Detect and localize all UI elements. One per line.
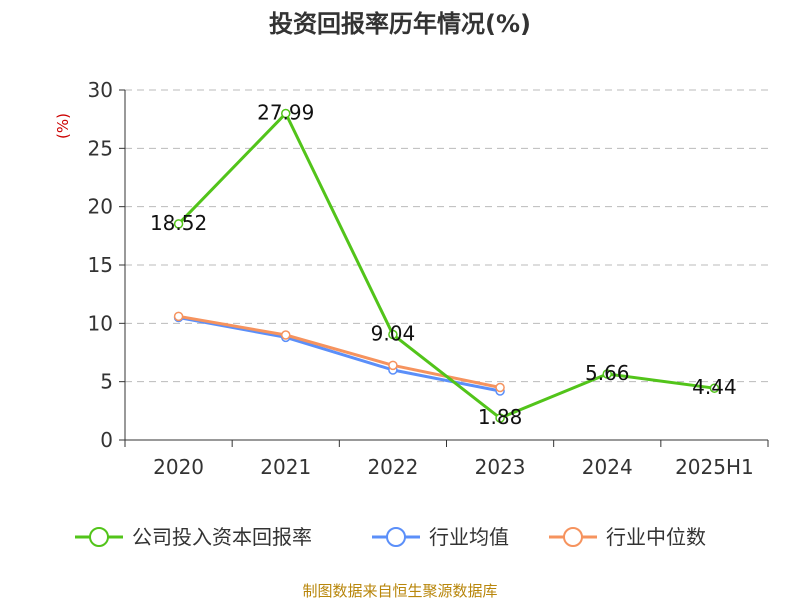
legend-label-2: 行业中位数: [606, 525, 706, 549]
y-tick-label: 20: [88, 195, 113, 219]
legend-marker-1: [386, 527, 406, 547]
data-labels: 18.52 27.99 9.04 1.88 5.66 4.44: [150, 100, 737, 429]
data-label: 5.66: [585, 361, 630, 385]
y-tick-label: 0: [100, 428, 113, 452]
y-axis-unit: (%): [54, 113, 72, 139]
data-label: 18.52: [150, 211, 207, 235]
legend: 公司投入资本回报率 行业均值 行业中位数: [75, 525, 706, 549]
axes: 0 5 10 15 20 25 30 2020 2021 2022 2023 2024 2025H1: [88, 78, 769, 479]
y-tick-label: 15: [88, 253, 113, 277]
y-tick-label: 30: [88, 78, 113, 102]
legend-marker-2: [563, 527, 583, 547]
y-tick-label: 25: [88, 136, 113, 160]
legend-marker-0: [89, 527, 109, 547]
data-point: [281, 330, 291, 340]
data-point: [602, 369, 612, 379]
chart-title: 投资回报率历年情况(%): [269, 10, 531, 38]
x-tick-label: 2020: [153, 455, 204, 479]
data-point: [495, 413, 505, 423]
x-tick-label: 2022: [367, 455, 418, 479]
x-tick-label: 2024: [582, 455, 633, 479]
x-tick-label: 2023: [475, 455, 526, 479]
data-label: 27.99: [257, 100, 314, 124]
data-label: 1.88: [478, 405, 523, 429]
data-label: 4.44: [692, 375, 737, 399]
legend-label-0: 公司投入资本回报率: [132, 525, 312, 549]
source-note: 制图数据来自恒生聚源数据库: [302, 582, 497, 600]
data-point: [495, 382, 505, 393]
x-tick-label: 2021: [260, 455, 311, 479]
data-point: [709, 383, 720, 393]
data-label: 9.04: [371, 322, 416, 346]
data-point: [173, 311, 184, 322]
y-tick-label: 5: [100, 370, 113, 394]
x-tick-label: 2025H1: [675, 455, 754, 479]
y-tick-label: 10: [88, 311, 113, 335]
data-point: [388, 360, 398, 371]
series-line-0: [177, 111, 715, 420]
data-point: [281, 108, 291, 119]
grid-lines: [125, 89, 768, 383]
legend-label-1: 行业均值: [429, 525, 509, 549]
data-point: [388, 329, 398, 340]
series-line-1: [178, 316, 501, 393]
series-layer: [173, 108, 720, 423]
data-point: [173, 219, 184, 229]
